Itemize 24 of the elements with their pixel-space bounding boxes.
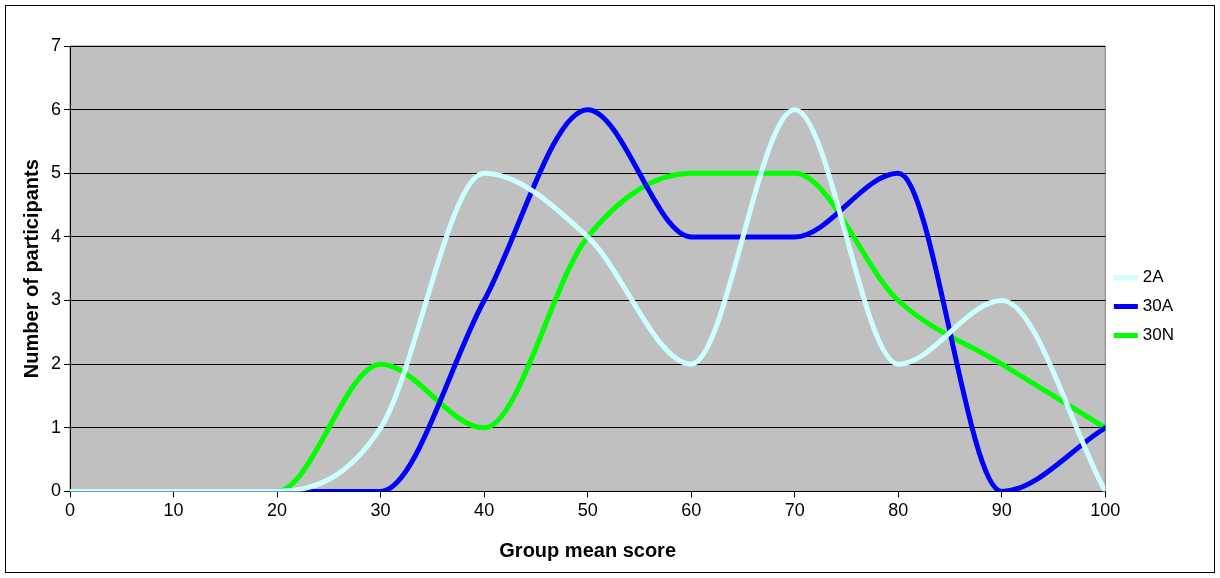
x-tick-label: 30 <box>370 500 391 521</box>
y-tick-label: 2 <box>51 353 62 374</box>
x-tick-label: 60 <box>681 500 702 521</box>
y-tick-label: 1 <box>51 416 62 437</box>
x-tick-label: 50 <box>577 500 598 521</box>
x-tick-label: 100 <box>1090 500 1121 521</box>
y-axis-title: Number of participants <box>19 159 42 379</box>
x-tick-label: 10 <box>163 500 184 521</box>
x-axis-title: Group mean score <box>499 538 677 561</box>
x-tick-label: 40 <box>474 500 495 521</box>
y-tick-label: 0 <box>51 480 62 501</box>
y-tick-label: 5 <box>51 162 62 183</box>
legend-label: 30A <box>1142 296 1174 316</box>
y-tick-label: 7 <box>51 34 62 55</box>
legend-label: 2A <box>1142 267 1165 287</box>
y-tick-label: 4 <box>51 225 62 246</box>
x-tick-label: 90 <box>991 500 1012 521</box>
y-tick-label: 3 <box>51 289 62 310</box>
x-tick-label: 70 <box>784 500 805 521</box>
x-tick-label: 80 <box>888 500 909 521</box>
y-tick-label: 6 <box>51 98 62 119</box>
x-tick-label: 20 <box>267 500 288 521</box>
x-tick-label: 0 <box>65 500 76 521</box>
legend-label: 30N <box>1142 325 1174 345</box>
